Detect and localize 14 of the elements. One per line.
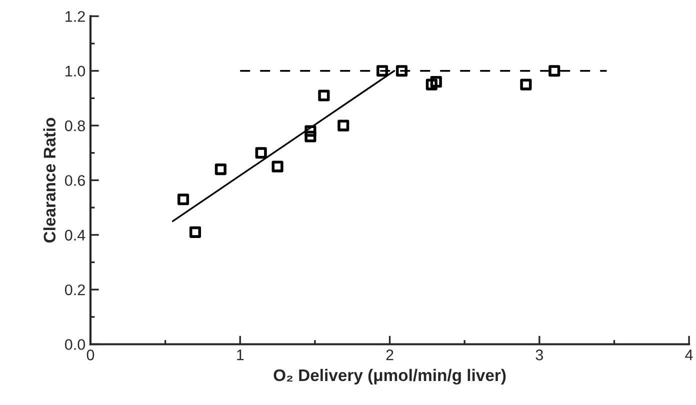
- y-tick-label: 0.4: [64, 230, 86, 241]
- y-tick-label: 1.2: [66, 11, 85, 22]
- x-axis-title: O₂ Delivery (μmol/min/g liver): [274, 368, 506, 385]
- x-tick-label: 0: [86, 350, 94, 360]
- y-tick-label: 0.6: [64, 175, 85, 186]
- y-tick-label: 1.0: [66, 66, 86, 77]
- x-tick-label: 3: [536, 350, 543, 360]
- y-tick-label: 0.2: [64, 284, 85, 296]
- x-tick-label: 1: [237, 350, 244, 360]
- x-tick-label: 2: [386, 350, 394, 360]
- x-tick-label: 4: [685, 350, 693, 360]
- y-tick-label: 0.8: [64, 120, 85, 132]
- y-tick-label: 0.0: [64, 339, 86, 350]
- y-axis-title: Clearance Ratio: [43, 118, 56, 243]
